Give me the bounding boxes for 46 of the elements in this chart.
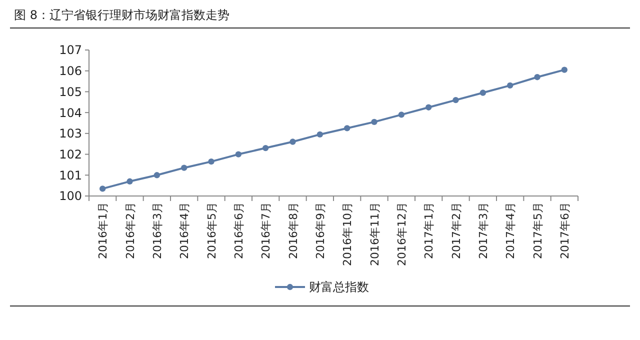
point	[99, 186, 106, 192]
x-tick-label: 2017年1月	[422, 202, 436, 259]
point	[154, 172, 160, 178]
y-tick-label: 107	[59, 43, 82, 58]
point	[534, 74, 540, 80]
point	[344, 125, 350, 132]
y-tick-label: 102	[59, 147, 82, 162]
x-tick-label: 2016年1月	[96, 202, 110, 259]
point	[371, 118, 378, 126]
x-tick-label: 2017年5月	[531, 202, 544, 259]
point	[452, 96, 459, 104]
x-tick-label: 2016年8月	[286, 202, 300, 259]
point	[180, 164, 188, 171]
point	[316, 131, 324, 138]
y-tick-label: 104	[59, 106, 82, 120]
x-tick-label: 2016年3月	[150, 202, 164, 259]
point	[208, 158, 214, 165]
point	[480, 90, 486, 96]
x-tick-label: 2017年6月	[558, 202, 572, 259]
point	[235, 151, 242, 158]
x-tick-label: 2016年6月	[232, 202, 246, 259]
x-tick-label: 2017年2月	[450, 202, 463, 259]
legend-label: 财富总指数	[309, 280, 369, 294]
x-tick-label: 2016年12月	[395, 202, 408, 266]
point	[126, 178, 133, 184]
point	[398, 112, 405, 118]
x-tick-label: 2016年2月	[124, 202, 137, 259]
y-tick-label: 103	[59, 126, 82, 141]
chart-title: 图 8：辽宁省银行理财市场财富指数走势	[14, 8, 230, 22]
x-tick-label: 2016年11月	[368, 202, 382, 266]
x-tick-label: 2016年5月	[205, 202, 218, 259]
x-tick-label: 2017年3月	[476, 202, 490, 259]
x-tick-label: 2016年9月	[314, 202, 327, 259]
y-tick-label: 105	[59, 84, 82, 99]
y-tick-label: 101	[59, 168, 82, 182]
point	[506, 82, 514, 89]
x-tick-label: 2017年4月	[504, 202, 518, 259]
y-tick-label: 100	[59, 189, 82, 204]
x-tick-label: 2016年10月	[341, 202, 354, 266]
point	[425, 104, 432, 110]
point	[561, 66, 568, 73]
point	[290, 138, 296, 145]
y-tick-label: 106	[59, 64, 82, 78]
x-tick-label: 2016年4月	[178, 202, 192, 259]
x-tick-label: 2016年7月	[260, 202, 273, 259]
point	[262, 144, 269, 152]
